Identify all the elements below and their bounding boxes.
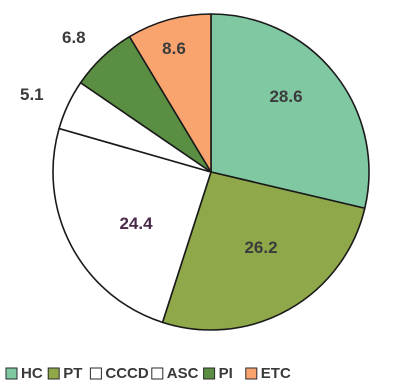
legend-item-pi: PI [203,365,233,382]
legend-item-etc: ETC [245,365,291,382]
legend-item-hc: HC [5,365,43,382]
legend-label-pi: PI [219,365,233,382]
slice-value-label-pi: 6.8 [62,28,86,47]
legend-item-cccd: CCCD [89,365,149,382]
legend-swatch-pt [47,367,60,380]
pie-slice-etc [128,13,212,173]
chart-legend: HC PT CCCD ASC PI ETC [5,365,291,382]
legend-swatch-etc [245,367,258,380]
legend-label-pt: PT [63,365,82,382]
legend-label-cccd: CCCD [105,365,148,382]
pie-slices [52,13,370,331]
slice-value-label-cccd: 24.4 [119,214,153,233]
slice-value-label-asc: 5.1 [20,85,44,104]
pie-slice-pt [161,171,366,331]
legend-label-hc: HC [21,365,43,382]
legend-label-etc: ETC [261,365,291,382]
slice-value-label-pt: 26.2 [244,238,277,257]
pie-slice-hc [210,13,370,210]
legend-swatch-pi [203,367,216,380]
legend-swatch-cccd [89,367,102,380]
slice-value-label-hc: 28.6 [269,87,302,106]
legend-label-asc: ASC [167,365,199,382]
pie-value-labels: 28.6 26.2 24.4 5.1 6.8 8.6 [20,28,303,257]
legend-item-asc: ASC [151,365,199,382]
slice-value-label-etc: 8.6 [162,39,186,58]
legend-swatch-hc [5,367,18,380]
legend-item-pt: PT [47,365,82,382]
legend-swatch-asc [151,367,164,380]
pie-slice-cccd [52,127,212,324]
